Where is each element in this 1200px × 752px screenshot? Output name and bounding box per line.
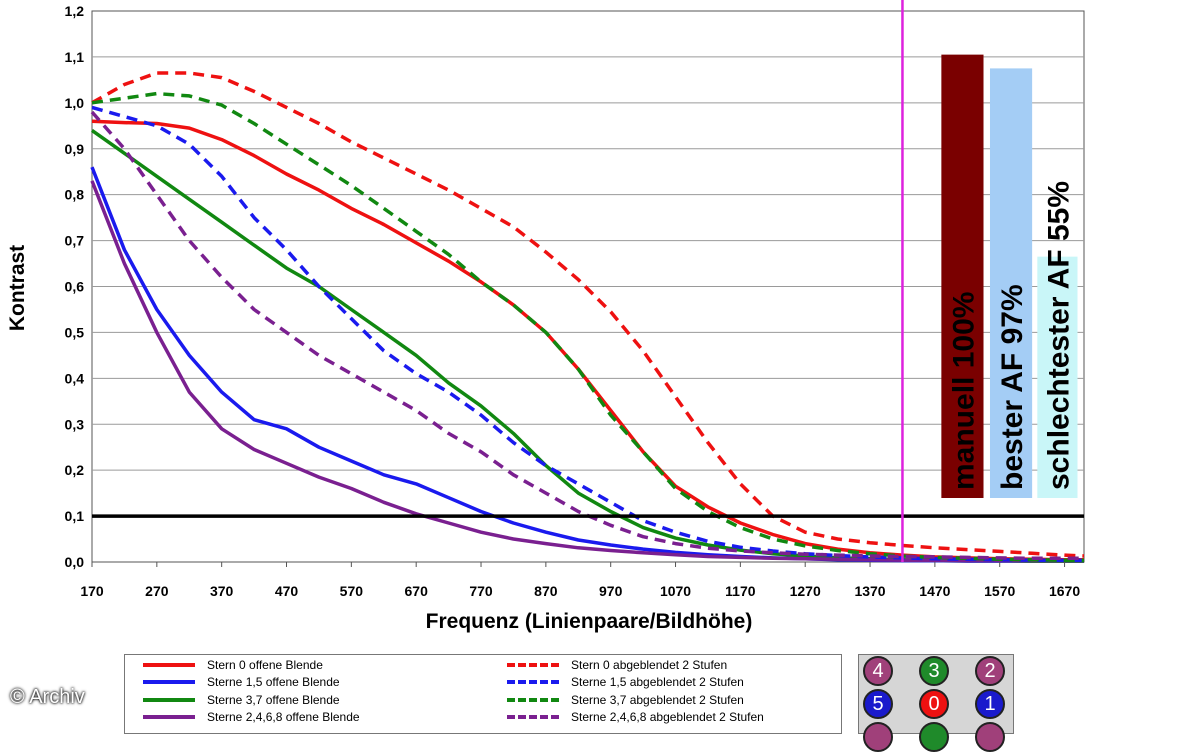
x-tick-label: 870 [534, 583, 558, 599]
legend-label: Sterne 2,4,6,8 abgeblendet 2 Stufen [571, 710, 764, 724]
legend-swatch [507, 715, 559, 719]
legend-item: Sterne 3,7 abgeblendet 2 Stufen [507, 691, 744, 708]
y-tick-label: 1,0 [65, 95, 85, 111]
axis-ticks: 0,0 0,1 0,2 0,3 0,4 0,5 0,6 0,7 0,8 0,9 1,0 1,1 1,2 1… [65, 3, 1081, 599]
star-marker [863, 722, 893, 752]
x-tick-label: 370 [210, 583, 234, 599]
legend-item: Sterne 1,5 abgeblendet 2 Stufen [507, 674, 744, 691]
focus-bar [1037, 256, 1078, 498]
x-tick-label: 970 [599, 583, 623, 599]
focus-bar [989, 68, 1033, 498]
focus-bars: manuell 100% bester AF 97% schlechtester A… [941, 54, 1078, 498]
y-tick-label: 0,0 [65, 554, 85, 570]
legend-label: Stern 0 offene Blende [207, 657, 323, 672]
star-marker [975, 722, 1005, 752]
legend-label: Sterne 3,7 offene Blende [207, 692, 340, 707]
legend-swatch [507, 662, 559, 667]
legend-label: Sterne 2,4,6,8 offene Blende [207, 710, 360, 724]
x-tick-label: 1170 [725, 583, 756, 599]
legend-item: Stern 0 abgeblendet 2 Stufen [507, 656, 727, 673]
legend-label: Sterne 1,5 offene Blende [207, 675, 340, 689]
legend-swatch [143, 680, 195, 684]
star-marker: 5 [863, 689, 893, 719]
star-marker: 1 [975, 689, 1005, 719]
copyright-label: © Archiv [10, 686, 85, 708]
y-tick-label: 0,9 [65, 141, 85, 157]
y-tick-label: 0,2 [65, 462, 85, 478]
x-tick-label: 1670 [1049, 583, 1080, 599]
x-tick-label: 1270 [790, 583, 821, 599]
y-axis-label: Kontrast [6, 245, 29, 331]
y-tick-label: 0,8 [65, 187, 85, 203]
x-tick-label: 1570 [984, 583, 1015, 599]
legend-label: Sterne 1,5 abgeblendet 2 Stufen [571, 675, 744, 689]
x-tick-label: 1470 [919, 583, 950, 599]
legend-swatch [507, 697, 559, 702]
focus-bar [941, 54, 984, 498]
y-tick-label: 0,6 [65, 279, 85, 295]
legend: Stern 0 offene Blende Sterne 1,5 offene B… [124, 654, 842, 734]
legend-item: Stern 0 offene Blende [143, 656, 323, 673]
legend-item: Sterne 2,4,6,8 offene Blende [143, 709, 360, 726]
focus-bar-label: schlechtester AF 55% [1042, 181, 1075, 490]
legend-swatch [143, 662, 195, 667]
series-lines [90, 71, 1085, 563]
x-axis-label: Frequenz (Linienpaare/Bildhöhe) [426, 610, 753, 633]
focus-bar-label: bester AF 97% [996, 284, 1029, 490]
x-tick-label: 270 [145, 583, 169, 599]
y-tick-label: 0,3 [65, 416, 85, 432]
legend-item: Sterne 1,5 offene Blende [143, 674, 340, 691]
grid-lines [91, 10, 1085, 563]
x-tick-label: 570 [340, 583, 364, 599]
focus-bar-label: manuell 100% [947, 292, 980, 490]
reference-lines [92, 0, 1084, 562]
y-tick-label: 1,2 [65, 3, 85, 19]
x-tick-label: 470 [275, 583, 299, 599]
legend-label: Sterne 3,7 abgeblendet 2 Stufen [571, 692, 744, 707]
y-tick-label: 0,1 [65, 508, 85, 524]
legend-item: Sterne 3,7 offene Blende [143, 691, 340, 708]
star-marker: 4 [863, 656, 893, 686]
legend-swatch [143, 697, 195, 702]
y-tick-label: 0,7 [65, 233, 85, 249]
x-tick-label: 1070 [660, 583, 691, 599]
x-tick-label: 170 [80, 583, 104, 599]
star-marker: 0 [919, 689, 949, 719]
star-marker [919, 722, 949, 752]
legend-swatch [143, 715, 195, 719]
x-tick-label: 670 [405, 583, 429, 599]
legend-label: Stern 0 abgeblendet 2 Stufen [571, 657, 728, 672]
y-tick-label: 0,5 [65, 324, 85, 340]
star-marker: 3 [919, 656, 949, 686]
x-tick-label: 1370 [854, 583, 885, 599]
x-tick-label: 770 [469, 583, 493, 599]
y-tick-label: 0,4 [65, 370, 85, 386]
series-line [90, 110, 1084, 561]
legend-item: Sterne 2,4,6,8 abgeblendet 2 Stufen [507, 709, 764, 726]
series-line [91, 71, 1085, 558]
y-tick-label: 1,1 [65, 49, 85, 65]
mtf-chart: manuell 100% bester AF 97% schlechtester A… [6, 0, 1085, 633]
star-marker: 2 [975, 656, 1005, 686]
legend-swatch [507, 680, 559, 684]
